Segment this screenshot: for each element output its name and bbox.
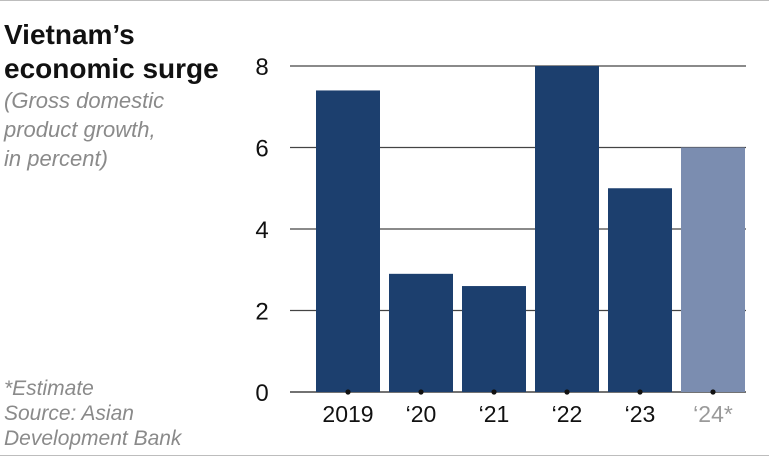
y-tick-label-2: 2 — [255, 299, 268, 326]
x-tick-label-1: ‘20 — [406, 401, 437, 427]
bar-1 — [389, 273, 453, 392]
chart-footnote: *Estimate Source: Asian Development Bank — [4, 376, 244, 451]
x-tick-label-4: ‘23 — [625, 401, 656, 427]
title-line-2: economic surge — [4, 53, 219, 84]
y-tick-label-0: 0 — [255, 380, 268, 407]
bottom-border — [0, 455, 769, 456]
x-tick-label-3: ‘22 — [552, 401, 583, 427]
x-tick-dot-0 — [345, 389, 351, 395]
x-tick-dot-5 — [710, 389, 716, 395]
chart-title: Vietnam’s economic surge — [4, 18, 244, 86]
footnote-source-line-2: Development Bank — [4, 427, 182, 450]
footnote-source-line-1: Source: Asian — [4, 402, 134, 425]
bar-4 — [608, 188, 672, 392]
bar-5 — [681, 147, 745, 392]
bar-3 — [535, 66, 599, 392]
x-tick-label-2: ‘21 — [479, 401, 510, 427]
bar-0 — [316, 90, 380, 392]
y-tick-label-6: 6 — [255, 136, 268, 163]
top-border — [0, 0, 769, 1]
bar-chart: 0 2 4 6 8 2019 ‘20 ‘21 ‘22 ‘23 ‘24* — [255, 54, 746, 427]
x-tick-dot-3 — [564, 389, 570, 395]
y-tick-label-8: 8 — [255, 54, 268, 81]
x-tick-dot-1 — [418, 389, 424, 395]
x-tick-dot-2 — [491, 389, 497, 395]
x-tick-dot-4 — [637, 389, 643, 395]
chart-subtitle: (Gross domestic product growth, in perce… — [4, 86, 234, 173]
title-line-1: Vietnam’s — [4, 19, 135, 50]
subtitle-line-2: product growth, — [4, 117, 156, 142]
bar-2 — [462, 286, 526, 392]
footnote-estimate: *Estimate — [4, 377, 94, 400]
subtitle-line-3: in percent) — [4, 146, 108, 171]
x-tick-label-5: ‘24* — [693, 401, 733, 427]
y-tick-label-4: 4 — [255, 217, 268, 244]
x-tick-label-0: 2019 — [322, 401, 373, 427]
subtitle-line-1: (Gross domestic — [4, 88, 165, 113]
